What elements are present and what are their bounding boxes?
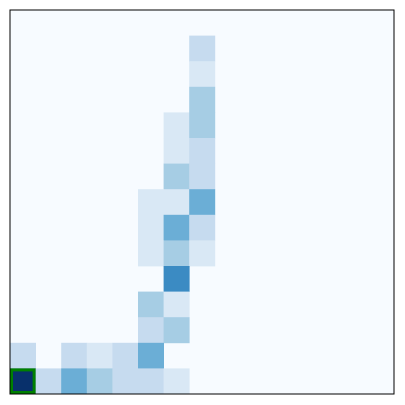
- highlight-cell-marker: [10, 368, 36, 394]
- heatmap-cell: [10, 368, 36, 395]
- heatmap-cell: [138, 189, 164, 216]
- heatmap-cell: [163, 317, 190, 344]
- heatmap-cell: [189, 112, 216, 139]
- heatmap-cell: [138, 291, 164, 318]
- heatmap-cell: [112, 342, 139, 369]
- heatmap-cell: [138, 342, 164, 369]
- heatmap-cell: [189, 61, 216, 88]
- heatmap-cell: [163, 189, 190, 216]
- heatmap-cell: [189, 189, 216, 216]
- heatmap-cell: [138, 317, 164, 344]
- heatmap-cell: [138, 368, 164, 395]
- heatmap-cell: [189, 240, 216, 267]
- heatmap-cell: [10, 342, 36, 369]
- heatmap-cell: [163, 291, 190, 318]
- heatmap-cell: [138, 240, 164, 267]
- heatmap-cells: [10, 10, 394, 395]
- heatmap-cell: [189, 138, 216, 164]
- heatmap-cell: [61, 342, 88, 369]
- heatmap-cell: [163, 266, 190, 292]
- heatmap-cell: [86, 342, 113, 369]
- heatmap-cell: [163, 138, 190, 164]
- heatmap-cell: [163, 368, 190, 395]
- heatmap-cell: [35, 368, 62, 395]
- heatmap-cell: [163, 163, 190, 190]
- heatmap-cell: [86, 368, 113, 395]
- heatmap-cell: [189, 163, 216, 190]
- heatmap-cell: [112, 368, 139, 395]
- heatmap-cell: [163, 240, 190, 267]
- heatmap-cell: [163, 112, 190, 139]
- heatmap-cell: [163, 214, 190, 241]
- heatmap-cell: [189, 35, 216, 62]
- heatmap-cell: [189, 86, 216, 113]
- heatmap-cell: [138, 214, 164, 241]
- plot-frame: [9, 9, 395, 395]
- heatmap-cell: [61, 368, 88, 395]
- heatmap-cell: [189, 214, 216, 241]
